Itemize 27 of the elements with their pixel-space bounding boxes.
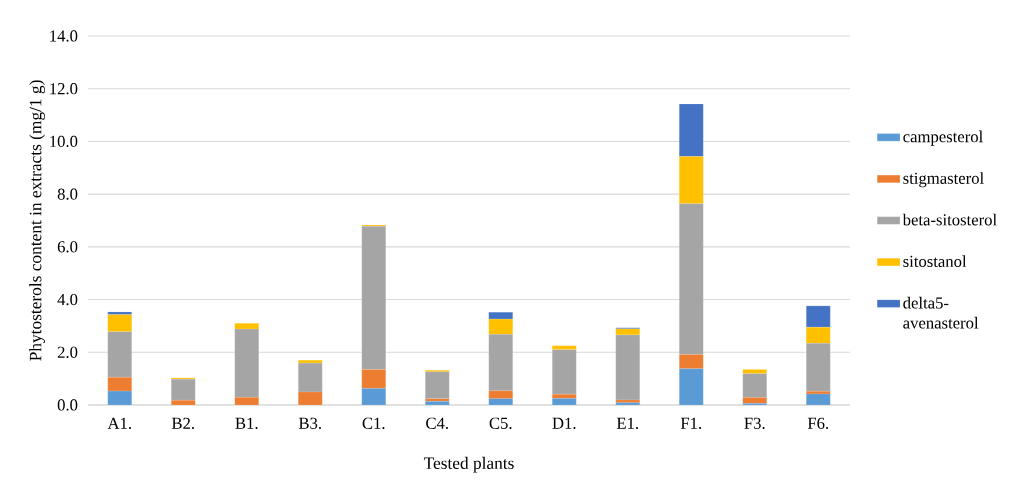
y-tick-label: 0.0: [57, 399, 78, 411]
x-tick-label: D1.: [552, 417, 576, 429]
y-tick-label: 4.0: [57, 293, 78, 306]
x-tick-label: C5.: [489, 417, 512, 429]
x-tick-label: F3.: [744, 417, 765, 429]
x-tick-label: F1.: [680, 417, 702, 429]
x-tick-label: A1.: [107, 417, 131, 429]
y-tick-label: 2.0: [57, 346, 78, 358]
legend-label: sitostanol: [903, 255, 967, 268]
y-axis-title: Phytosterols content in extracts (mg/1 g): [29, 80, 45, 361]
x-tick-label: F6.: [807, 417, 829, 429]
y-tick-label: 10.0: [50, 135, 78, 148]
legend-label: stigmasterol: [903, 172, 984, 188]
x-tick-label: B2.: [171, 417, 194, 429]
y-tick-label: 8.0: [57, 188, 78, 200]
y-tick-label: 12.0: [50, 83, 78, 95]
y-tick-label: 14.0: [50, 30, 78, 42]
x-tick-label: C1.: [362, 417, 385, 429]
y-tick-label: 6.0: [57, 241, 78, 253]
legend-label: beta-sitosterol: [902, 213, 997, 226]
x-tick-label: E1.: [616, 417, 639, 429]
legend-label: delta5-avenasterol: [903, 296, 979, 329]
x-tick-label: B1.: [235, 417, 258, 429]
x-axis-title: Tested plants: [423, 456, 514, 473]
x-tick-label: C4.: [426, 417, 448, 429]
legend-label: campesterol: [903, 130, 983, 146]
x-tick-label: B3.: [298, 417, 321, 429]
